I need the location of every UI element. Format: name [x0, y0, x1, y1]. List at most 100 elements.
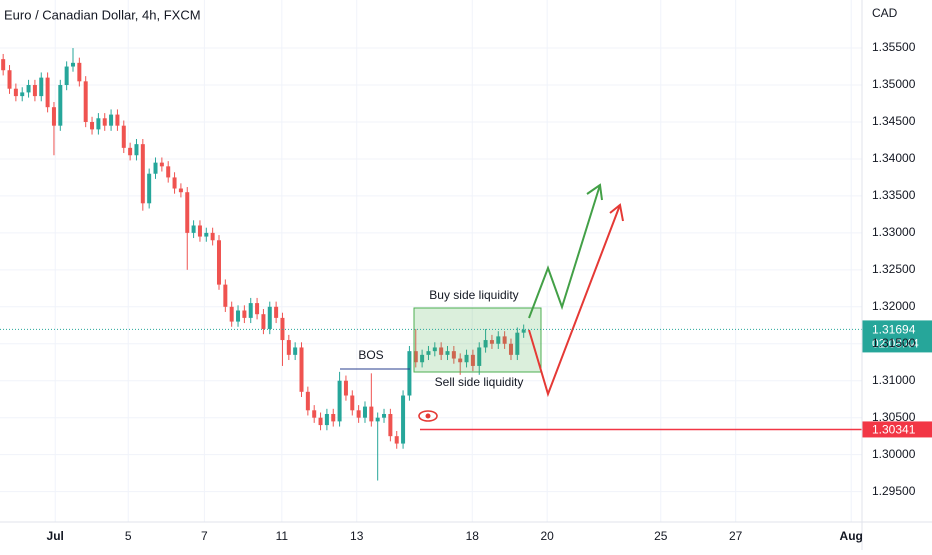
bos-label: BOS	[358, 348, 383, 362]
bullish-arrowhead	[586, 183, 603, 201]
candle-body	[318, 417, 323, 426]
candle-body	[445, 351, 450, 355]
candles	[1, 48, 526, 481]
candle-body	[20, 92, 25, 97]
candle-body	[83, 81, 88, 122]
bullish-path	[528, 184, 601, 319]
buy-side-label: Buy side liquidity	[429, 288, 518, 302]
candle-body	[229, 306, 234, 322]
candle-body	[121, 125, 126, 148]
candle-body	[248, 303, 253, 318]
candle-body	[464, 354, 469, 363]
candle-body	[470, 354, 475, 366]
candle-body	[439, 347, 444, 355]
candle-body	[96, 118, 101, 130]
y-tick-label: 1.35000	[872, 77, 916, 91]
x-tick-label: 18	[466, 529, 480, 543]
currency-label: CAD	[872, 6, 898, 20]
last-price-label: 1.31694	[872, 323, 916, 337]
candle-body	[508, 343, 513, 355]
candle-body	[242, 310, 247, 318]
candle-body	[90, 121, 95, 130]
candle-body	[451, 351, 456, 359]
candle-body	[134, 144, 139, 156]
candle-body	[521, 329, 526, 333]
candle-body	[58, 85, 63, 126]
candle-body	[159, 162, 164, 167]
candle-body	[458, 358, 463, 363]
x-tick-label: Aug	[840, 529, 863, 543]
candle-body	[77, 62, 82, 82]
candle-body	[286, 340, 291, 355]
y-tick-label: 1.34500	[872, 114, 916, 128]
candle-body	[343, 380, 348, 396]
y-tick-label: 1.29500	[872, 484, 916, 498]
x-tick-label: 11	[276, 529, 289, 543]
candle-body	[39, 77, 44, 97]
candle-body	[324, 413, 329, 426]
countdown-label: 02:08:44	[872, 337, 919, 351]
bearish-path	[528, 204, 621, 398]
candle-body	[477, 347, 482, 366]
level-label: 1.30341	[872, 423, 916, 437]
y-tick-label: 1.33500	[872, 188, 916, 202]
candle-body	[216, 240, 221, 285]
candle-body	[191, 225, 196, 233]
y-tick-label: 1.34000	[872, 151, 916, 165]
y-tick-label: 1.31000	[872, 373, 916, 387]
y-tick-label: 1.33000	[872, 225, 916, 239]
candle-body	[185, 192, 190, 233]
candle-body	[483, 340, 488, 348]
candle-body	[420, 354, 425, 363]
candle-body	[153, 162, 158, 174]
candle-body	[236, 310, 241, 322]
candle-body	[337, 380, 342, 422]
candle-body	[255, 303, 260, 315]
candle-body	[515, 332, 520, 355]
candle-body	[261, 314, 266, 329]
candle-body	[413, 351, 418, 363]
candle-body	[210, 232, 215, 241]
candle-body	[128, 147, 133, 156]
grid	[0, 0, 862, 522]
candle-body	[223, 284, 228, 307]
candle-body	[394, 436, 399, 444]
candle-body	[350, 395, 355, 411]
candle-body	[388, 413, 393, 437]
x-tick-label: 20	[540, 529, 554, 543]
x-tick-label: 5	[125, 529, 132, 543]
candle-body	[13, 88, 18, 97]
candle-body	[299, 347, 304, 392]
candle-body	[102, 118, 107, 126]
bearish-arrowhead	[609, 203, 624, 222]
candle-body	[166, 166, 171, 178]
candle-body	[70, 62, 75, 67]
candle-body	[362, 406, 367, 418]
candle-body	[64, 66, 69, 86]
candle-body	[502, 336, 507, 344]
level-tag	[862, 421, 932, 438]
x-tick-label: 25	[654, 529, 668, 543]
y-tick-label: 1.31500	[872, 336, 916, 350]
x-tick-label: 13	[350, 529, 364, 543]
candle-body	[178, 188, 183, 193]
candle-body	[369, 406, 374, 422]
candle-body	[426, 351, 431, 355]
candle-body	[267, 306, 272, 329]
candle-body	[140, 144, 145, 204]
y-tick-label: 1.30000	[872, 447, 916, 461]
range-box	[413, 307, 542, 373]
candle-body	[293, 347, 298, 355]
chart-title: Euro / Canadian Dollar, 4h, FXCM	[4, 7, 201, 22]
candle-body	[32, 85, 37, 97]
candle-body	[382, 413, 387, 418]
y-tick-label: 1.30500	[872, 410, 916, 424]
y-tick-label: 1.32000	[872, 299, 916, 313]
candle-body	[147, 173, 152, 204]
candle-body	[401, 395, 406, 444]
candle-body	[1, 59, 6, 71]
y-tick-label: 1.32500	[872, 262, 916, 276]
candle-body	[305, 391, 310, 411]
